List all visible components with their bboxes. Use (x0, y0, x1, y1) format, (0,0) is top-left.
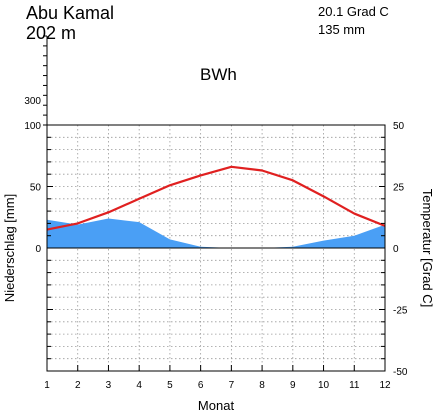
y-axis-left-label: Niederschlag [mm] (2, 194, 17, 302)
y-left-tick-label: 0 (35, 244, 41, 255)
x-tick-label: 6 (198, 380, 204, 391)
climate-classification: BWh (200, 65, 237, 84)
y-right-tick-label: 0 (393, 244, 399, 255)
y-axis-right-label: Temperatur [Grad C] (420, 189, 435, 308)
x-tick-label: 2 (75, 380, 81, 391)
x-tick-label: 7 (229, 380, 235, 391)
axis-ticks (46, 124, 386, 372)
y-right-tick-label: -50 (393, 367, 408, 378)
x-tick-label: 12 (379, 380, 391, 391)
upper-precipitation-scale (43, 35, 48, 126)
y-right-tick-label: 50 (393, 121, 405, 132)
station-name: Abu Kamal (26, 3, 114, 23)
y-left-upper-tick-label: 300 (24, 96, 41, 107)
temperature-line (46, 165, 386, 231)
x-tick-label: 10 (318, 380, 330, 391)
x-axis-label: Monat (198, 398, 235, 413)
station-elevation: 202 m (26, 23, 76, 43)
x-tick-label: 3 (106, 380, 112, 391)
y-right-tick-label: 25 (393, 183, 405, 194)
precipitation-area (47, 218, 385, 248)
x-tick-label: 9 (290, 380, 296, 391)
annual-precipitation: 135 mm (318, 22, 365, 37)
x-tick-label: 4 (136, 380, 142, 391)
x-tick-label: 5 (167, 380, 173, 391)
series-layer (46, 165, 386, 249)
y-left-tick-label: 100 (24, 121, 41, 132)
x-tick-label: 11 (349, 380, 360, 391)
x-tick-label: 8 (259, 380, 265, 391)
grid-lines (47, 125, 385, 371)
mean-temperature: 20.1 Grad C (318, 4, 389, 19)
y-right-tick-label: -25 (393, 306, 408, 317)
y-left-tick-label: 50 (30, 183, 42, 194)
x-tick-label: 1 (44, 380, 50, 391)
